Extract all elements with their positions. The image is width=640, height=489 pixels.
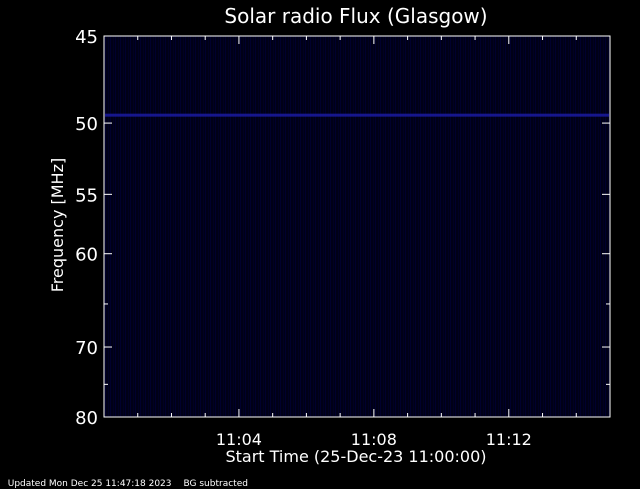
y-tick-label: 45 (75, 27, 98, 48)
x-tick-label: 11:12 (486, 430, 532, 449)
y-tick-label: 80 (75, 408, 98, 429)
y-tick-label: 70 (75, 338, 98, 359)
y-tick-label: 50 (75, 114, 98, 135)
plot-frame (103, 35, 611, 418)
spectrum-features (105, 113, 609, 117)
x-axis: 11:04 11:08 11:12 (137, 36, 577, 449)
status-footer: Updated Mon Dec 25 11:47:18 2023 BG subtr… (2, 469, 260, 489)
background-note: BG subtracted (183, 479, 248, 489)
y-axis: 45 50 55 60 70 80 (75, 27, 610, 429)
interference-band (105, 113, 609, 117)
x-axis-label: Start Time (25-Dec-23 11:00:00) (225, 447, 486, 466)
updated-timestamp: Updated Mon Dec 25 11:47:18 2023 (7, 479, 172, 489)
x-tick-label: 11:04 (216, 430, 262, 449)
plot-area (104, 36, 610, 417)
x-tick-label: 11:08 (351, 430, 397, 449)
y-tick-label: 60 (75, 245, 98, 266)
chart-title: Solar radio Flux (Glasgow) (224, 4, 487, 28)
y-axis-label: Frequency [MHz] (48, 158, 67, 292)
y-tick-label: 55 (75, 185, 98, 206)
